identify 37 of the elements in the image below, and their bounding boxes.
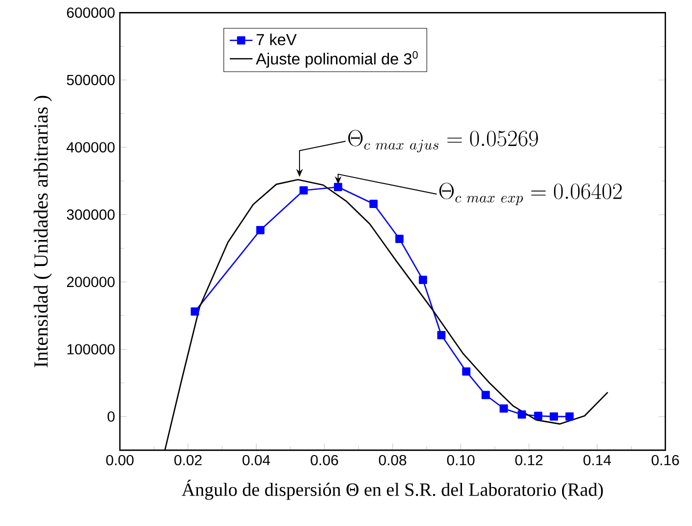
- point: [369, 200, 378, 208]
- y-tick-label: 200000: [67, 276, 115, 288]
- y-tick-label: 400000: [66, 142, 115, 152]
- point: [418, 276, 428, 284]
- point: [550, 412, 558, 421]
- point: [256, 226, 264, 234]
- point: [534, 412, 542, 420]
- point: [334, 182, 342, 192]
- y-tick-label: 300000: [66, 209, 115, 220]
- legend-label: Ajuste polinomial de 3$^{0}$: [256, 51, 418, 68]
- x-tick-label: 0.02: [174, 454, 202, 466]
- point: [437, 330, 446, 340]
- y-tick-label: 100000: [67, 344, 115, 354]
- legend-label: 7 keV: [256, 34, 297, 46]
- x-tick-label: 0.08: [378, 454, 406, 466]
- x-tick-label: 0.10: [447, 454, 474, 466]
- y-tick-label: 600000: [67, 7, 115, 18]
- annotation: $\Theta_{c\ max\ exp} = 0.06402$: [439, 182, 622, 206]
- point: [395, 234, 404, 243]
- y-tick-label: 500000: [66, 74, 115, 86]
- y-axis-title: Intensidad ( Unidades arbitrarias ): [34, 96, 52, 368]
- point: [565, 412, 574, 421]
- x-tick-label: 0.14: [583, 454, 611, 466]
- x-tick-label: 0.00: [106, 454, 134, 466]
- x-tick-label: 0.06: [310, 454, 338, 466]
- x-axis-title: Ángulo de dispersión Θ en el S.R. del Laboratorio (Rad): [182, 480, 603, 500]
- annotation: $\Theta_{c\ max\ ajus} = 0.05269$: [348, 130, 538, 152]
- y-tick-label: 0: [108, 411, 115, 422]
- point: [500, 404, 508, 413]
- x-tick-label: 0.16: [652, 454, 679, 466]
- x-tick-label: 0.04: [242, 454, 270, 466]
- point: [190, 307, 200, 316]
- point: [300, 186, 308, 194]
- x-tick-label: 0.12: [515, 454, 543, 466]
- point: [518, 410, 526, 419]
- point: [462, 367, 470, 376]
- point: [482, 390, 490, 400]
